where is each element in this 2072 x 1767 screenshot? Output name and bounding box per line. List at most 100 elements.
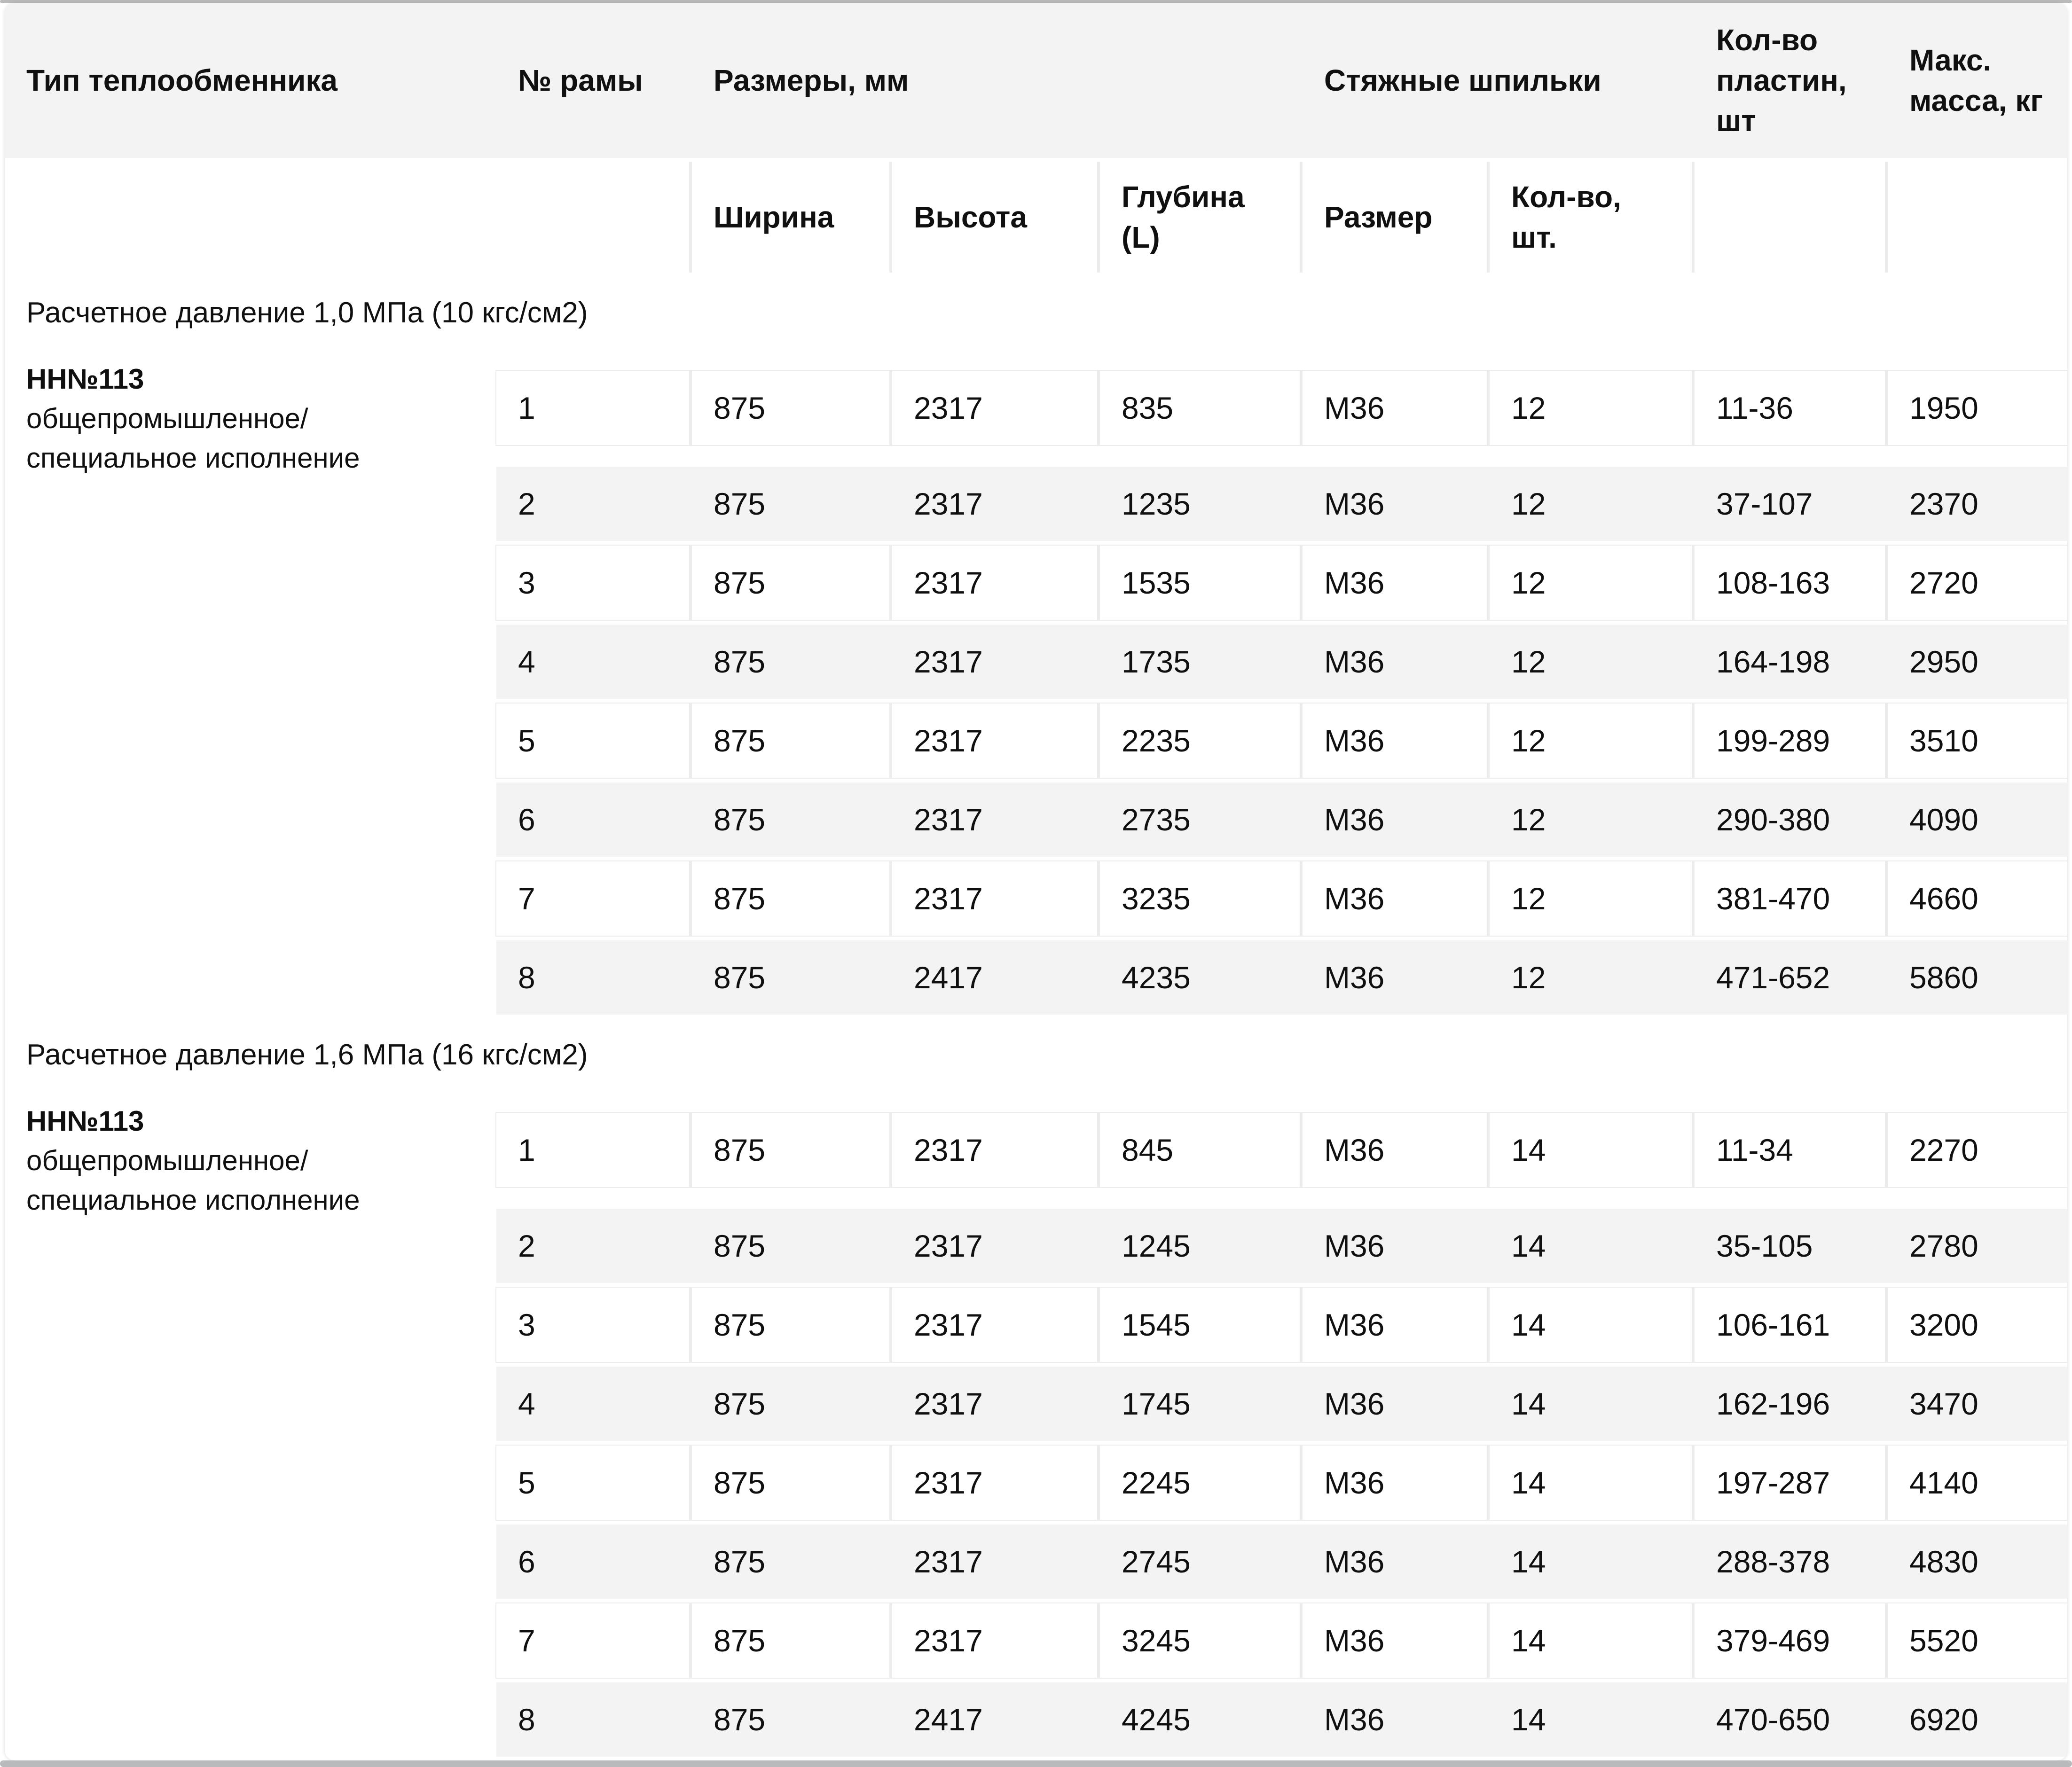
cell-plates-range: 379-469: [1695, 1603, 1885, 1678]
cell-height: 2317: [892, 1209, 1097, 1283]
cell-max-mass: 2270: [1888, 1113, 2067, 1187]
cell-stud-qty: 14: [1490, 1525, 1692, 1599]
horizontal-scrollbar-top[interactable]: [0, 0, 2072, 3]
subheader-cell-stud-size: Размер: [1303, 162, 1487, 273]
cell-frame-number: 3: [496, 546, 689, 620]
cell-width: 875: [692, 704, 889, 778]
cell-height: 2317: [892, 1603, 1097, 1678]
cell-max-mass: 2370: [1888, 467, 2067, 541]
cell-frame-number: 1: [496, 371, 689, 445]
table-row: 4 875 2317 1745 М36 14 162-196 3470: [496, 1367, 2067, 1441]
subheader-cell-empty-mass: [1888, 162, 2067, 273]
type-name: НН№113: [26, 1105, 144, 1137]
cell-stud-qty: 14: [1490, 1603, 1692, 1678]
cell-frame-number: 7: [496, 861, 689, 936]
cell-stud-size: М36: [1303, 371, 1487, 445]
cell-height: 2317: [892, 1367, 1097, 1441]
cell-depth: 845: [1100, 1113, 1300, 1187]
cell-stud-size: М36: [1303, 782, 1487, 857]
cell-depth: 4235: [1100, 940, 1300, 1015]
cell-width: 875: [692, 1446, 889, 1520]
cell-width: 875: [692, 940, 889, 1015]
cell-height: 2317: [892, 371, 1097, 445]
cell-depth: 1545: [1100, 1288, 1300, 1362]
cell-plates-range: 164-198: [1695, 625, 1885, 699]
cell-stud-size: М36: [1303, 1209, 1487, 1283]
rows-container: 1 875 2317 845 М36 14 11-34 2270 2 875 2…: [496, 1113, 2067, 1757]
cell-stud-qty: 12: [1490, 625, 1692, 699]
table-row: 7 875 2317 3235 М36 12 381-470 4660: [496, 861, 2067, 936]
cell-max-mass: 3200: [1888, 1288, 2067, 1362]
cell-max-mass: 4090: [1888, 782, 2067, 857]
cell-depth: 3235: [1100, 861, 1300, 936]
cell-stud-qty: 14: [1490, 1367, 1692, 1441]
cell-depth: 2235: [1100, 704, 1300, 778]
cell-height: 2317: [892, 1113, 1097, 1187]
cell-stud-qty: 14: [1490, 1682, 1692, 1757]
header-cell-plates: Кол-во пластин, шт: [1695, 3, 1885, 158]
cell-stud-qty: 14: [1490, 1288, 1692, 1362]
horizontal-scrollbar-bottom[interactable]: [0, 1760, 2072, 1767]
cell-plates-range: 11-34: [1695, 1113, 1885, 1187]
cell-stud-qty: 12: [1490, 467, 1692, 541]
table-row: 3 875 2317 1545 М36 14 106-161 3200: [496, 1288, 2067, 1362]
table-row: 1 875 2317 835 М36 12 11-36 1950: [496, 371, 2067, 445]
cell-width: 875: [692, 861, 889, 936]
cell-plates-range: 471-652: [1695, 940, 1885, 1015]
cell-width: 875: [692, 1525, 889, 1599]
cell-height: 2317: [892, 467, 1097, 541]
cell-stud-qty: 12: [1490, 940, 1692, 1015]
cell-max-mass: 4660: [1888, 861, 2067, 936]
cell-stud-size: М36: [1303, 940, 1487, 1015]
header-cell-type: Тип теплообменника: [5, 3, 494, 158]
cell-depth: 1235: [1100, 467, 1300, 541]
cell-frame-number: 3: [496, 1288, 689, 1362]
cell-stud-qty: 12: [1490, 546, 1692, 620]
header-cell-mass: Макс. масса, кг: [1888, 3, 2067, 158]
cell-width: 875: [692, 1113, 889, 1187]
section-title: Расчетное давление 1,6 МПа (16 кгс/см2): [5, 1018, 2067, 1091]
table-row: 3 875 2317 1535 М36 12 108-163 2720: [496, 546, 2067, 620]
cell-width: 875: [692, 1603, 889, 1678]
subheader-cell-width: Ширина: [692, 162, 889, 273]
type-name: НН№113: [26, 363, 144, 395]
cell-frame-number: 5: [496, 1446, 689, 1520]
cell-stud-qty: 14: [1490, 1209, 1692, 1283]
cell-max-mass: 3470: [1888, 1367, 2067, 1441]
cell-stud-qty: 12: [1490, 371, 1692, 445]
cell-plates-range: 162-196: [1695, 1367, 1885, 1441]
cell-frame-number: 2: [496, 467, 689, 541]
cell-plates-range: 106-161: [1695, 1288, 1885, 1362]
cell-plates-range: 35-105: [1695, 1209, 1885, 1283]
table-row: 6 875 2317 2745 М36 14 288-378 4830: [496, 1525, 2067, 1599]
cell-max-mass: 4830: [1888, 1525, 2067, 1599]
cell-stud-size: М36: [1303, 1682, 1487, 1757]
subheader-cell-empty-plates: [1695, 162, 1885, 273]
table-header-row: Тип теплообменника № рамы Размеры, мм Ст…: [5, 3, 2067, 158]
subheader-cell-stud-qty: Кол-во, шт.: [1490, 162, 1692, 273]
section-pressure-1-6-mpa: Расчетное давление 1,6 МПа (16 кгс/см2) …: [5, 1018, 2067, 1757]
cell-max-mass: 4140: [1888, 1446, 2067, 1520]
cell-height: 2317: [892, 861, 1097, 936]
cell-depth: 4245: [1100, 1682, 1300, 1757]
cell-width: 875: [692, 371, 889, 445]
table-row: 5 875 2317 2245 М36 14 197-287 4140: [496, 1446, 2067, 1520]
cell-frame-number: 8: [496, 940, 689, 1015]
cell-depth: 2735: [1100, 782, 1300, 857]
table-row: 6 875 2317 2735 М36 12 290-380 4090: [496, 782, 2067, 857]
table-row: 5 875 2317 2235 М36 12 199-289 3510: [496, 704, 2067, 778]
table-subheader-row: Ширина Высота Глубина (L) Размер Кол-во,…: [5, 162, 2067, 273]
cell-stud-size: М36: [1303, 1603, 1487, 1678]
table-row: 2 875 2317 1235 М36 12 37-107 2370: [496, 467, 2067, 541]
rows-container: 1 875 2317 835 М36 12 11-36 1950 2 875 2…: [496, 371, 2067, 1015]
cell-depth: 1535: [1100, 546, 1300, 620]
table-row: 8 875 2417 4245 М36 14 470-650 6920: [496, 1682, 2067, 1757]
subheader-cell-height: Высота: [892, 162, 1097, 273]
type-description: общепромышленное/ специальное исполнение: [26, 403, 360, 474]
cell-stud-size: М36: [1303, 467, 1487, 541]
cell-stud-size: М36: [1303, 546, 1487, 620]
cell-stud-size: М36: [1303, 1288, 1487, 1362]
header-group-dimensions: Размеры, мм: [692, 3, 1300, 158]
cell-stud-qty: 14: [1490, 1446, 1692, 1520]
